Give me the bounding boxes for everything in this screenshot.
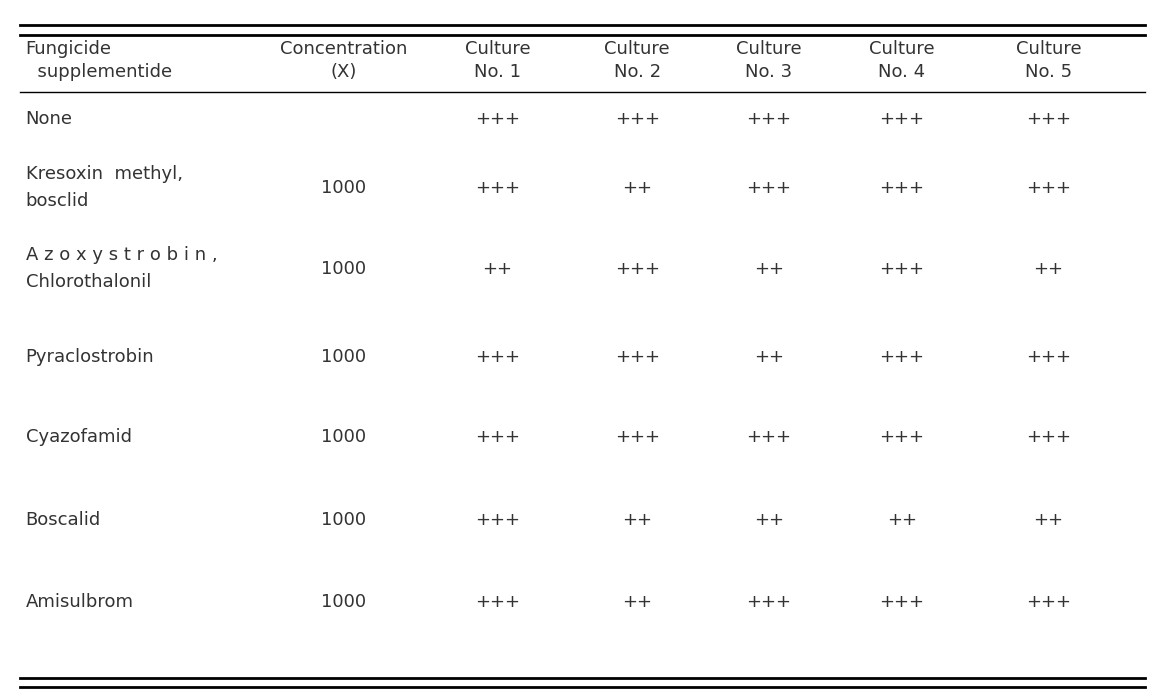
Text: +++: +++ (880, 348, 924, 366)
Text: +++: +++ (747, 110, 791, 128)
Text: +++: +++ (1026, 428, 1071, 447)
Text: +++: +++ (615, 110, 659, 128)
Text: 1000: 1000 (322, 179, 366, 197)
Text: Pyraclostrobin: Pyraclostrobin (26, 348, 154, 366)
Text: (X): (X) (331, 63, 356, 81)
Text: 1000: 1000 (322, 260, 366, 279)
Text: Amisulbrom: Amisulbrom (26, 593, 134, 611)
Text: Culture: Culture (1016, 40, 1081, 58)
Text: Fungicide: Fungicide (26, 40, 112, 58)
Text: +++: +++ (615, 428, 659, 447)
Text: ++: ++ (622, 511, 652, 529)
Text: Culture: Culture (869, 40, 934, 58)
Text: ++: ++ (754, 348, 784, 366)
Text: No. 1: No. 1 (474, 63, 521, 81)
Text: supplementide: supplementide (26, 63, 171, 81)
Text: No. 4: No. 4 (878, 63, 925, 81)
Text: ++: ++ (754, 260, 784, 279)
Text: No. 3: No. 3 (746, 63, 792, 81)
Text: No. 2: No. 2 (614, 63, 661, 81)
Text: +++: +++ (615, 260, 659, 279)
Text: +++: +++ (1026, 110, 1071, 128)
Text: Culture: Culture (605, 40, 670, 58)
Text: Culture: Culture (736, 40, 802, 58)
Text: bosclid: bosclid (26, 192, 89, 209)
Text: 1000: 1000 (322, 593, 366, 611)
Text: +++: +++ (880, 260, 924, 279)
Text: +++: +++ (475, 511, 520, 529)
Text: +++: +++ (475, 348, 520, 366)
Text: +++: +++ (880, 179, 924, 197)
Text: ++: ++ (754, 511, 784, 529)
Text: +++: +++ (1026, 348, 1071, 366)
Text: 1000: 1000 (322, 348, 366, 366)
Text: A z o x y s t r o b i n ,: A z o x y s t r o b i n , (26, 246, 217, 265)
Text: +++: +++ (747, 593, 791, 611)
Text: +++: +++ (475, 428, 520, 447)
Text: +++: +++ (1026, 593, 1071, 611)
Text: +++: +++ (747, 428, 791, 447)
Text: +++: +++ (475, 110, 520, 128)
Text: Kresoxin  methyl,: Kresoxin methyl, (26, 165, 183, 183)
Text: Chlorothalonil: Chlorothalonil (26, 273, 151, 290)
Text: +++: +++ (475, 179, 520, 197)
Text: No. 5: No. 5 (1025, 63, 1072, 81)
Text: 1000: 1000 (322, 428, 366, 447)
Text: ++: ++ (622, 593, 652, 611)
Text: Concentration: Concentration (280, 40, 408, 58)
Text: ++: ++ (622, 179, 652, 197)
Text: +++: +++ (475, 593, 520, 611)
Text: Boscalid: Boscalid (26, 511, 101, 529)
Text: +++: +++ (615, 348, 659, 366)
Text: None: None (26, 110, 72, 128)
Text: ++: ++ (482, 260, 513, 279)
Text: Culture: Culture (465, 40, 530, 58)
Text: +++: +++ (747, 179, 791, 197)
Text: Cyazofamid: Cyazofamid (26, 428, 132, 447)
Text: +++: +++ (880, 428, 924, 447)
Text: ++: ++ (1033, 511, 1064, 529)
Text: ++: ++ (1033, 260, 1064, 279)
Text: +++: +++ (880, 593, 924, 611)
Text: ++: ++ (887, 511, 917, 529)
Text: +++: +++ (1026, 179, 1071, 197)
Text: 1000: 1000 (322, 511, 366, 529)
Text: +++: +++ (880, 110, 924, 128)
